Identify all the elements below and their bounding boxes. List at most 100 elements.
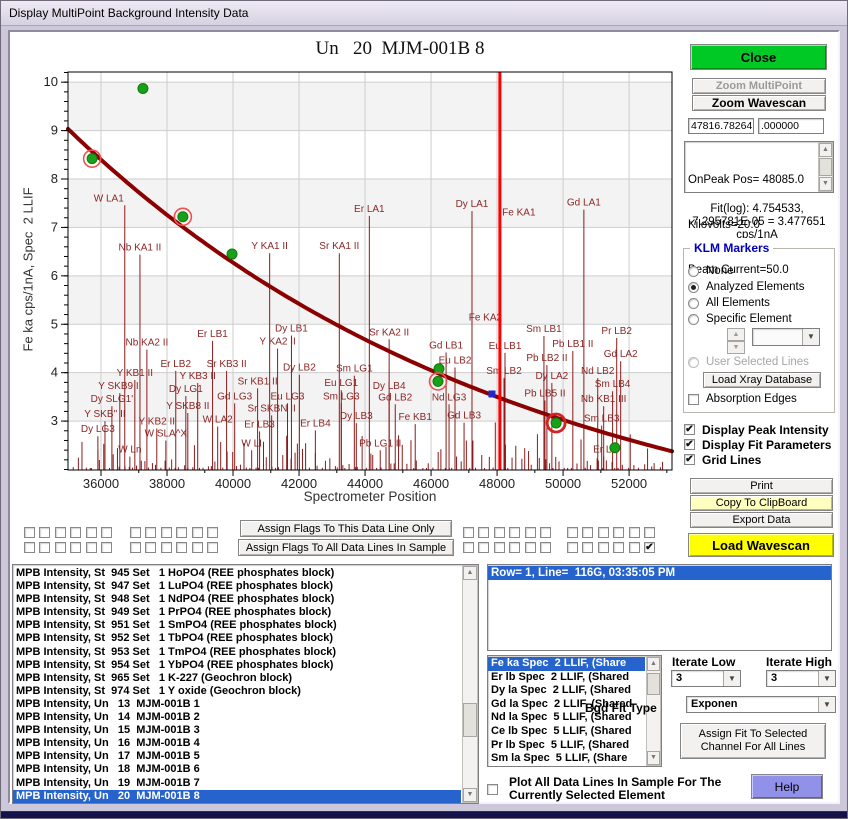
- flag-checkbox[interactable]: [582, 542, 593, 553]
- sample-list-item[interactable]: MPB Intensity, St 951 Set 1 SmPO4 (REE p…: [13, 619, 461, 632]
- flag-checkbox[interactable]: [540, 542, 551, 553]
- sample-list-item[interactable]: MPB Intensity, Un 16 MJM-001B 4: [13, 737, 461, 750]
- flag-checkbox[interactable]: [176, 527, 187, 538]
- flag-checkbox[interactable]: [101, 542, 112, 553]
- specific-element-dropdown[interactable]: ▼: [752, 328, 820, 346]
- flag-checkbox[interactable]: [463, 527, 474, 538]
- element-list-item[interactable]: Er lb Spec 2 LLIF, (Shared: [488, 671, 645, 685]
- flag-checkbox[interactable]: ✔: [644, 542, 655, 553]
- offset-field[interactable]: .000000: [758, 118, 824, 134]
- klm-radio-user-selected-lines[interactable]: [688, 357, 699, 368]
- onpeak-info-box[interactable]: OnPeak Pos= 48085.0 Kilovolts=20.0 Beam …: [684, 141, 834, 193]
- sample-list-item[interactable]: MPB Intensity, Un 20 MJM-001B 8: [13, 790, 461, 803]
- scroll-down-arrow[interactable]: ▼: [647, 751, 660, 765]
- sample-list-item[interactable]: MPB Intensity, St 947 Set 1 LuPO4 (REE p…: [13, 580, 461, 593]
- scroll-up-arrow[interactable]: ▲: [647, 657, 660, 671]
- flag-checkbox[interactable]: [629, 527, 640, 538]
- sample-list-item[interactable]: MPB Intensity, Un 19 MJM-001B 7: [13, 777, 461, 790]
- display-fit-parameters-checkbox[interactable]: ✔: [684, 439, 695, 450]
- flag-checkbox[interactable]: [70, 527, 81, 538]
- copy-to-clipboard-button[interactable]: Copy To ClipBoard: [690, 495, 833, 511]
- element-list-item[interactable]: Sm la Spec 5 LLIF, (Share: [488, 752, 645, 766]
- flag-checkbox[interactable]: [540, 527, 551, 538]
- sample-list[interactable]: MPB Intensity, St 945 Set 1 HoPO4 (REE p…: [12, 564, 479, 804]
- element-list-item[interactable]: Dy la Spec 2 LLIF, (Shared: [488, 684, 645, 698]
- flag-checkbox[interactable]: [463, 542, 474, 553]
- row-info-box[interactable]: Row= 1, Line= 116G, 03:35:05 PM: [487, 564, 832, 651]
- sample-list-item[interactable]: MPB Intensity, St 945 Set 1 HoPO4 (REE p…: [13, 567, 461, 580]
- assign-flags-all-lines-button[interactable]: Assign Flags To All Data Lines In Sample: [238, 539, 454, 556]
- flag-checkbox[interactable]: [130, 527, 141, 538]
- load-xray-database-button[interactable]: Load Xray Database: [703, 372, 821, 388]
- flag-checkbox[interactable]: [582, 527, 593, 538]
- sample-list-item[interactable]: MPB Intensity, St 974 Set 1 Y oxide (Geo…: [13, 685, 461, 698]
- scroll-down-arrow[interactable]: ▼: [463, 788, 477, 802]
- sample-list-item[interactable]: MPB Intensity, Un 15 MJM-001B 3: [13, 724, 461, 737]
- flag-checkbox[interactable]: [494, 527, 505, 538]
- flag-checkbox[interactable]: [145, 527, 156, 538]
- chevron-down-icon[interactable]: ▼: [818, 671, 835, 686]
- sample-list-item[interactable]: MPB Intensity, St 965 Set 1 K-227 (Geoch…: [13, 672, 461, 685]
- flag-checkbox[interactable]: [598, 527, 609, 538]
- assign-fit-button[interactable]: Assign Fit To Selected Channel For All L…: [680, 723, 826, 759]
- flag-checkbox[interactable]: [644, 527, 655, 538]
- sample-list-item[interactable]: MPB Intensity, St 954 Set 1 YbPO4 (REE p…: [13, 659, 461, 672]
- grid-lines-checkbox[interactable]: ✔: [684, 454, 695, 465]
- flag-checkbox[interactable]: [161, 542, 172, 553]
- flag-checkbox[interactable]: [478, 527, 489, 538]
- chevron-down-icon[interactable]: ▼: [723, 671, 740, 686]
- sample-list-item[interactable]: MPB Intensity, Un 17 MJM-001B 5: [13, 750, 461, 763]
- scroll-down-arrow[interactable]: ▼: [819, 177, 832, 191]
- element-spinner-down[interactable]: ▼: [727, 341, 745, 354]
- scroll-up-arrow[interactable]: ▲: [463, 566, 477, 580]
- flag-checkbox[interactable]: [39, 542, 50, 553]
- bgd-fit-type-dropdown[interactable]: Exponen▼: [686, 696, 836, 713]
- chevron-down-icon[interactable]: ▼: [802, 329, 819, 345]
- sample-list-item[interactable]: MPB Intensity, Un 13 MJM-001B 1: [13, 698, 461, 711]
- element-list-item[interactable]: Fe ka Spec 2 LLIF, (Share: [488, 657, 645, 671]
- flag-checkbox[interactable]: [192, 542, 203, 553]
- element-list-item[interactable]: Pr lb Spec 5 LLIF, (Shared: [488, 739, 645, 753]
- absorption-edges-checkbox[interactable]: [688, 394, 699, 405]
- load-wavescan-button[interactable]: Load Wavescan: [688, 533, 834, 557]
- flag-checkbox[interactable]: [176, 542, 187, 553]
- title-bar[interactable]: Display MultiPoint Background Intensity …: [1, 1, 847, 26]
- flag-checkbox[interactable]: [494, 542, 505, 553]
- sample-list-item[interactable]: MPB Intensity, Un 14 MJM-001B 2: [13, 711, 461, 724]
- print-button[interactable]: Print: [690, 478, 833, 494]
- flag-checkbox[interactable]: [70, 542, 81, 553]
- chevron-down-icon[interactable]: ▼: [818, 697, 835, 712]
- flag-checkbox[interactable]: [192, 527, 203, 538]
- plot-all-data-lines-checkbox[interactable]: [487, 784, 498, 795]
- flag-checkbox[interactable]: [207, 542, 218, 553]
- close-button[interactable]: Close: [690, 44, 827, 70]
- flag-checkbox[interactable]: [509, 542, 520, 553]
- zoom-multipoint-button[interactable]: Zoom MultiPoint: [692, 78, 826, 94]
- klm-radio-none[interactable]: [688, 266, 699, 277]
- flag-checkbox[interactable]: [478, 542, 489, 553]
- info-box-scrollbar[interactable]: ▲ ▼: [818, 142, 833, 192]
- flag-checkbox[interactable]: [86, 542, 97, 553]
- iterate-low-dropdown[interactable]: 3▼: [671, 670, 741, 687]
- export-data-button[interactable]: Export Data: [690, 512, 833, 528]
- help-button[interactable]: Help: [751, 774, 823, 799]
- sample-list-item[interactable]: MPB Intensity, St 949 Set 1 PrPO4 (REE p…: [13, 606, 461, 619]
- flag-checkbox[interactable]: [161, 527, 172, 538]
- element-spinner-up[interactable]: ▲: [727, 328, 745, 341]
- display-peak-intensity-checkbox[interactable]: ✔: [684, 424, 695, 435]
- sample-list-item[interactable]: MPB Intensity, St 948 Set 1 NdPO4 (REE p…: [13, 593, 461, 606]
- assign-flags-this-line-button[interactable]: Assign Flags To This Data Line Only: [240, 520, 452, 537]
- sample-list-item[interactable]: MPB Intensity, Un 18 MJM-001B 6: [13, 763, 461, 776]
- background-position-field[interactable]: 47816.78264: [688, 118, 754, 134]
- flag-checkbox[interactable]: [145, 542, 156, 553]
- zoom-wavescan-button[interactable]: Zoom Wavescan: [692, 95, 826, 111]
- flag-checkbox[interactable]: [101, 527, 112, 538]
- flag-checkbox[interactable]: [598, 542, 609, 553]
- klm-radio-all-elements[interactable]: [688, 298, 699, 309]
- flag-checkbox[interactable]: [39, 527, 50, 538]
- flag-checkbox[interactable]: [509, 527, 520, 538]
- flag-checkbox[interactable]: [567, 527, 578, 538]
- flag-checkbox[interactable]: [613, 542, 624, 553]
- flag-checkbox[interactable]: [86, 527, 97, 538]
- klm-radio-specific-element[interactable]: [688, 314, 699, 325]
